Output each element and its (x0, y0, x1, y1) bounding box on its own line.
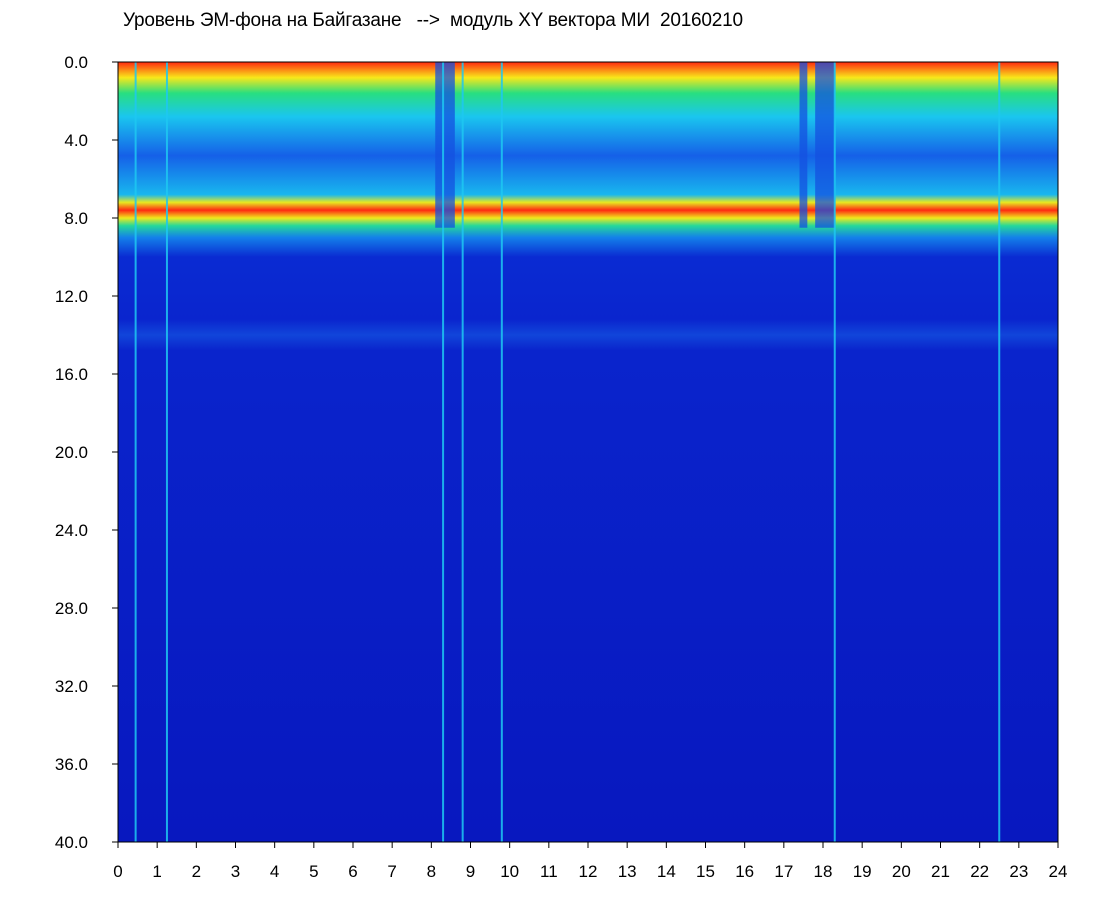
x-tick-label-5: 5 (309, 862, 318, 881)
x-tick-label-17: 17 (774, 862, 793, 881)
x-tick-label-16: 16 (735, 862, 754, 881)
x-tick-label-22: 22 (970, 862, 989, 881)
heatmap-area (117, 61, 1059, 843)
x-tick-label-20: 20 (892, 862, 911, 881)
y-axis: 0.0 4.0 8.0 12.0 16.0 20.0 24.0 28.0 32.0 36.0 40.… (55, 53, 118, 852)
x-tick-label-13: 13 (618, 862, 637, 881)
x-tick-label-1: 1 (152, 862, 161, 881)
x-axis: 0 1 2 3 4 5 6 7 8 9 10 11 12 13 14 15 16 17 18 19 20 21 22 23 24 (113, 842, 1067, 881)
quiet-interval-1 (799, 62, 808, 228)
y-tick-label-9: 36.0 (55, 755, 88, 774)
x-tick-label-4: 4 (270, 862, 279, 881)
chart-title: Уровень ЭМ-фона на Байгазане --> модуль … (123, 10, 743, 31)
y-tick-label-10: 40.0 (55, 833, 88, 852)
heatmap-field (118, 62, 1058, 842)
x-tick-label-23: 23 (1009, 862, 1028, 881)
x-tick-label-2: 2 (192, 862, 201, 881)
x-tick-label-12: 12 (579, 862, 598, 881)
y-tick-label-7: 28.0 (55, 599, 88, 618)
y-tick-label-1: 4.0 (64, 131, 88, 150)
x-tick-label-18: 18 (814, 862, 833, 881)
y-tick-label-2: 8.0 (64, 209, 88, 228)
x-tick-label-11: 11 (540, 862, 558, 881)
x-tick-label-0: 0 (113, 862, 122, 881)
x-tick-label-24: 24 (1049, 862, 1068, 881)
quiet-interval-0 (435, 62, 455, 228)
quiet-interval-2 (815, 62, 835, 228)
y-tick-label-5: 20.0 (55, 443, 88, 462)
y-tick-label-8: 32.0 (55, 677, 88, 696)
x-tick-label-15: 15 (696, 862, 715, 881)
x-tick-label-7: 7 (387, 862, 396, 881)
y-tick-label-0: 0.0 (64, 53, 88, 72)
x-tick-label-21: 21 (931, 862, 950, 881)
y-tick-label-3: 12.0 (55, 287, 88, 306)
y-tick-label-6: 24.0 (55, 521, 88, 540)
x-tick-label-6: 6 (348, 862, 357, 881)
x-tick-label-9: 9 (466, 862, 475, 881)
x-tick-label-14: 14 (657, 862, 676, 881)
x-tick-label-3: 3 (231, 862, 240, 881)
x-tick-label-8: 8 (427, 862, 436, 881)
y-tick-label-4: 16.0 (55, 365, 88, 384)
x-tick-label-19: 19 (853, 862, 872, 881)
x-tick-label-10: 10 (500, 862, 519, 881)
